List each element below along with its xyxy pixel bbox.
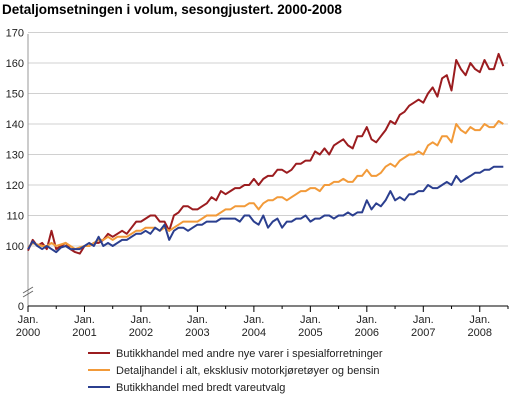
x-tick-label-month: Jan. [300, 314, 321, 326]
x-tick-label-month: Jan. [187, 314, 208, 326]
y-tick-label-170: 170 [6, 28, 24, 40]
series-line-3 [27, 165, 504, 254]
y-tick-label-140: 140 [6, 119, 24, 131]
x-tick-label-year: 2007 [411, 327, 435, 339]
x-tick-label-year: 2004 [242, 327, 266, 339]
x-tick-label-year: 2006 [355, 327, 379, 339]
x-tick-label-year: 2001 [72, 327, 96, 339]
y-tick-label-0: 0 [18, 301, 24, 313]
series-line-2 [27, 120, 504, 251]
x-tick-label-year: 2008 [468, 327, 492, 339]
legend-label-1: Butikkhandel med andre nye varer i spesi… [116, 348, 383, 360]
y-tick-label-130: 130 [6, 150, 24, 162]
x-tick-label-month: Jan. [413, 314, 434, 326]
x-tick-label-month: Jan. [356, 314, 377, 326]
y-tick-label-110: 110 [6, 211, 24, 223]
x-tick-label-month: Jan. [131, 314, 152, 326]
x-tick-label-year: 2000 [16, 327, 40, 339]
axes: 0100110120130140150160170Jan.2000Jan.200… [6, 28, 509, 339]
legend-label-2: Detaljhandel i alt, eksklusiv motorkjøre… [116, 365, 380, 377]
gridlines [28, 32, 508, 247]
axis-break-mark [22, 286, 34, 294]
chart-title: Detaljomsetningen i volum, sesongjustert… [2, 2, 342, 17]
series-lines [27, 52, 505, 255]
series-line-1 [27, 52, 505, 255]
legend: Butikkhandel med andre nye varer i spesi… [88, 348, 383, 394]
x-tick-label-year: 2003 [185, 327, 209, 339]
y-tick-label-100: 100 [6, 241, 24, 253]
x-tick-label-month: Jan. [243, 314, 264, 326]
y-tick-label-120: 120 [6, 180, 24, 192]
legend-label-3: Butikkhandel med bredt vareutvalg [116, 382, 285, 394]
x-tick-label-year: 2002 [129, 327, 153, 339]
x-tick-label-year: 2005 [298, 327, 322, 339]
x-tick-label-month: Jan. [74, 314, 95, 326]
x-tick-label-month: Jan. [469, 314, 490, 326]
axis-break-mark [22, 290, 34, 298]
y-tick-label-160: 160 [6, 58, 24, 70]
y-tick-label-150: 150 [6, 89, 24, 101]
x-tick-label-month: Jan. [18, 314, 39, 326]
